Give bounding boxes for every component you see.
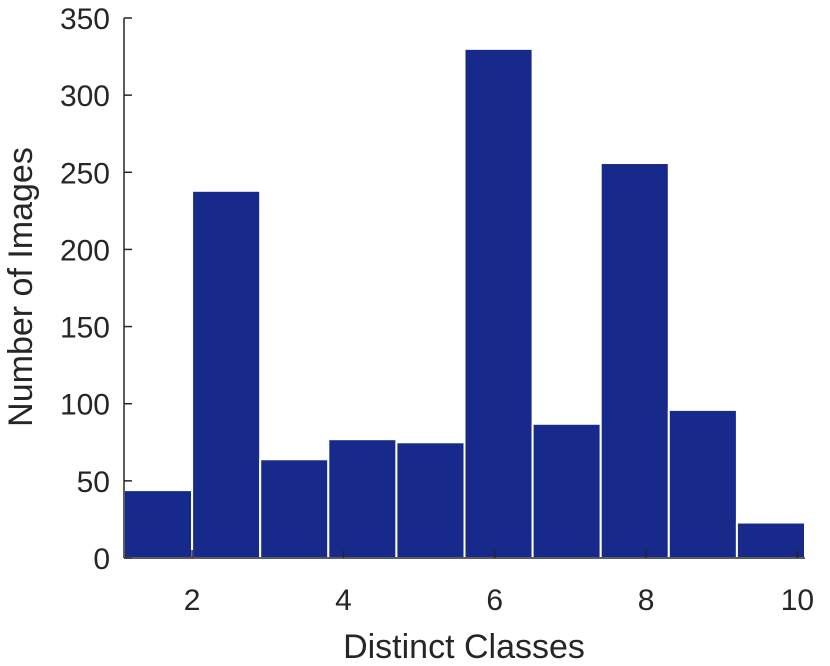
bars-group [123,47,807,560]
histogram-bar [191,189,262,560]
histogram-bar [123,489,194,559]
y-tick-label: 200 [60,234,110,267]
histogram-bar [463,47,534,559]
histogram-bar [395,441,466,559]
y-tick-label: 50 [77,466,110,499]
x-axis-label: Distinct Classes [343,628,585,666]
histogram-bar [599,162,670,559]
y-tick-label: 150 [60,312,110,345]
y-tick-label: 250 [60,157,110,190]
histogram-bar [259,458,330,559]
x-tick-label: 10 [781,584,814,617]
y-tick-label: 100 [60,389,110,422]
y-axis-label: Number of Images [2,147,40,427]
y-tick-label: 300 [60,80,110,113]
histogram-bar [667,408,738,559]
histogram-bar [531,422,602,559]
ticks-group: 0 50 100 150 200 250 300 350 2 4 6 8 10 [60,3,814,617]
x-tick-label: 2 [184,584,201,617]
histogram-bar [735,521,807,559]
axes-group [123,18,805,559]
y-tick-label: 0 [93,543,110,576]
histogram-bar [327,438,398,560]
x-tick-label: 4 [335,584,352,617]
y-tick-label: 350 [60,3,110,36]
x-tick-label: 6 [486,584,503,617]
x-tick-label: 8 [638,584,655,617]
